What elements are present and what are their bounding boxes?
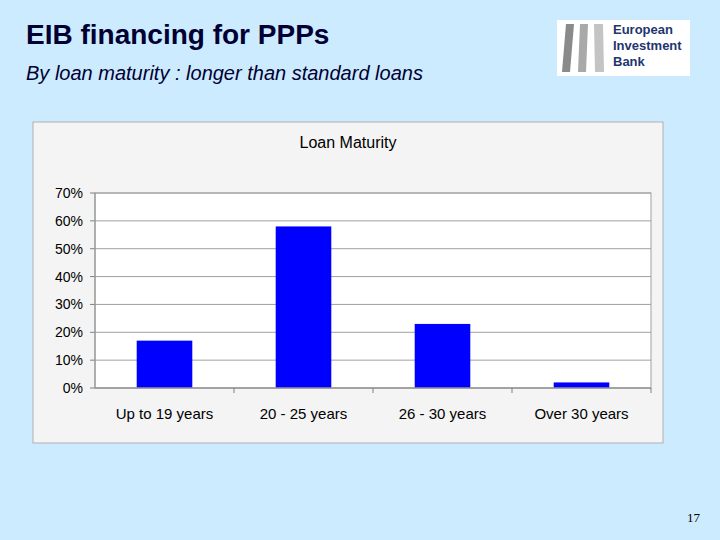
y-tick-label: 50%	[55, 241, 83, 257]
tick-mark	[90, 388, 95, 389]
slide-title: EIB financing for PPPs	[26, 19, 329, 50]
y-tick-label: 60%	[55, 213, 83, 229]
grid-line	[95, 332, 651, 333]
chart-frame	[33, 122, 663, 443]
logo-text: Investment	[613, 38, 682, 53]
logo-background	[557, 20, 690, 76]
x-tick-label: 26 - 30 years	[399, 405, 487, 422]
bar	[415, 324, 471, 388]
y-tick-label: 40%	[55, 269, 83, 285]
bar	[554, 382, 610, 388]
tick-mark	[90, 220, 95, 221]
tick-mark	[90, 193, 95, 194]
chart: Loan Maturity 0% 10% 20% 30% 40% 50% 60% 70% Up t…	[33, 122, 663, 443]
plot-frame	[95, 193, 651, 388]
y-tick-label: 0%	[63, 380, 83, 396]
y-tick-label: 10%	[55, 352, 83, 368]
y-tick-label: 70%	[55, 185, 83, 201]
x-tick-label: Over 30 years	[534, 405, 628, 422]
tick-mark	[90, 276, 95, 277]
logo-stripe	[594, 24, 604, 72]
logo-stripe	[578, 24, 588, 72]
logo-stripe	[562, 24, 574, 72]
slide-subtitle: By loan maturity : longer than standard …	[26, 62, 423, 84]
logo-text: European	[613, 22, 673, 37]
x-tick-mark	[234, 388, 235, 393]
chart-title: Loan Maturity	[300, 134, 397, 151]
tick-mark	[90, 304, 95, 305]
tick-mark	[90, 332, 95, 333]
bars	[137, 226, 610, 388]
x-tick-label: 20 - 25 years	[260, 405, 348, 422]
grid-line	[95, 304, 651, 305]
y-tick-label: 20%	[55, 324, 83, 340]
background	[0, 0, 720, 540]
logo: EuropeanInvestmentBank	[557, 20, 690, 76]
y-tick-label: 30%	[55, 296, 83, 312]
grid-line	[95, 248, 651, 249]
logo-text: Bank	[613, 54, 646, 69]
plot-area	[95, 193, 651, 388]
x-tick-mark	[512, 388, 513, 393]
tick-mark	[90, 248, 95, 249]
x-tick-label: Up to 19 years	[116, 405, 214, 422]
bar	[137, 341, 193, 388]
x-tick-mark	[651, 388, 652, 393]
page-number: 17	[687, 510, 701, 525]
slide: EIB financing for PPPs By loan maturity :…	[0, 0, 720, 540]
grid-line	[95, 276, 651, 277]
x-tick-mark	[373, 388, 374, 393]
grid-line	[95, 220, 651, 221]
bar	[276, 226, 332, 388]
tick-mark	[90, 360, 95, 361]
